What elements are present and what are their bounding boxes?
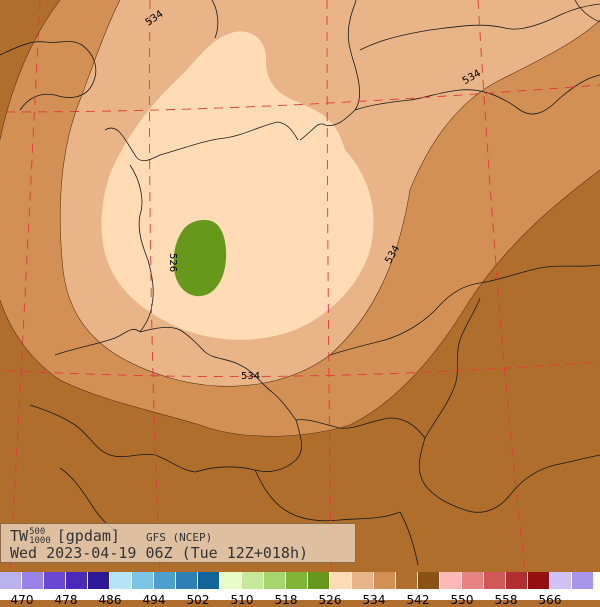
contour-label: 526 (167, 253, 178, 272)
legend-swatch (396, 572, 418, 589)
legend-tick-label: 558 (494, 593, 518, 607)
legend-swatch (176, 572, 198, 589)
legend-swatch (0, 572, 22, 589)
legend-tick-label: 470 (10, 593, 34, 607)
legend-swatch (374, 572, 396, 589)
legend-swatch (550, 572, 572, 589)
level-fraction: 500 1000 (29, 526, 51, 546)
legend-tick-label: 542 (406, 593, 430, 607)
legend-swatch (110, 572, 132, 589)
legend-tick-label: 486 (98, 593, 122, 607)
contour-lines (0, 0, 600, 437)
legend-swatch (484, 572, 506, 589)
legend-swatch (66, 572, 88, 589)
legend-tick-label: 526 (318, 593, 342, 607)
run-time-label: Wed 2023-04-19 06Z (Tue 12Z+018h) (10, 544, 309, 562)
contour-label: 534 (241, 371, 260, 382)
legend-swatch (418, 572, 440, 589)
legend-ticks: 470 478 486 494 502 510 518 526 534 542 550 558 566 (0, 593, 600, 607)
legend-tick-label: 550 (450, 593, 474, 607)
legend-swatch (528, 572, 550, 589)
legend-tick-label: 502 (186, 593, 210, 607)
legend-swatch (220, 572, 242, 589)
legend-tick-label: 510 (230, 593, 254, 607)
lat-lon-grid (0, 0, 600, 571)
legend-swatch (44, 572, 66, 589)
legend-swatch (264, 572, 286, 589)
legend-swatch (506, 572, 528, 589)
legend-tick-label: 478 (54, 593, 78, 607)
legend-swatch (22, 572, 44, 589)
legend-swatch (352, 572, 374, 589)
product-name: TW (10, 527, 29, 545)
legend-tick-label: 534 (362, 593, 386, 607)
color-legend: 470 478 486 494 502 510 518 526 534 542 550 558 566 (0, 572, 600, 607)
legend-swatch (462, 572, 484, 589)
unit-label: [gpdam] (56, 527, 120, 545)
legend-swatch (242, 572, 264, 589)
legend-swatch (330, 572, 352, 589)
legend-swatch (286, 572, 308, 589)
legend-swatch (198, 572, 220, 589)
band-518-526 (101, 31, 374, 340)
model-label: GFS (NCEP) (145, 531, 213, 544)
legend-swatch (308, 572, 330, 589)
map-info-box: TW 500 1000 [gpdam] GFS (NCEP) Wed 2023-04-1… (0, 523, 356, 563)
legend-swatch (132, 572, 154, 589)
level-top: 500 (29, 526, 46, 537)
legend-swatch (88, 572, 110, 589)
map-title-line: TW 500 1000 [gpdam] GFS (NCEP) (10, 527, 212, 546)
level-bottom: 1000 (29, 535, 51, 546)
legend-swatches (0, 572, 594, 589)
legend-tick-label: 518 (274, 593, 298, 607)
legend-tick-label: 566 (538, 593, 562, 607)
legend-swatch (440, 572, 462, 589)
borders (0, 0, 600, 566)
legend-swatch (572, 572, 594, 589)
legend-swatch (154, 572, 176, 589)
legend-tick-label: 494 (142, 593, 166, 607)
band-510-518 (173, 219, 227, 297)
